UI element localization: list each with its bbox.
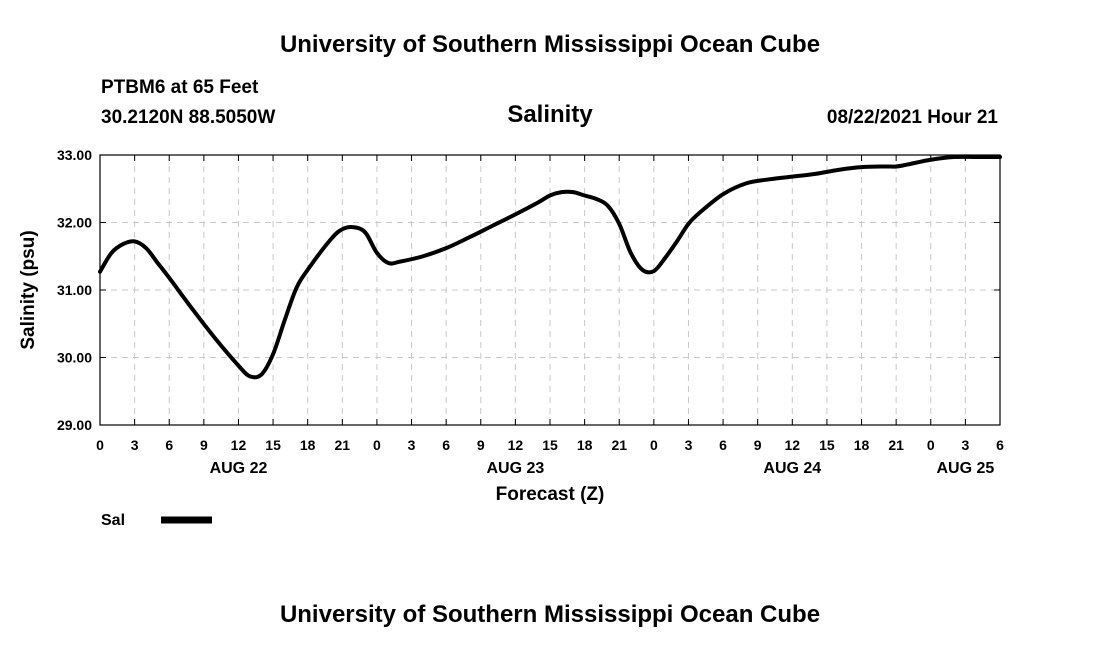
axis-ticks [99,154,1001,426]
forecast-datetime: 08/22/2021 Hour 21 [826,107,998,128]
x-tick-label: 21 [335,437,351,453]
x-tick-label: 21 [611,437,627,453]
chart-grid [100,155,1000,425]
x-tick-label: 15 [542,437,558,453]
x-tick-label: 15 [265,437,281,453]
y-tick-label: 33.00 [57,147,92,163]
y-tick-label: 30.00 [57,350,92,366]
x-tick-label: 3 [685,437,693,453]
x-tick-label: 6 [996,437,1004,453]
day-label: AUG 24 [763,460,821,477]
x-tick-label: 6 [719,437,727,453]
chart-title: Salinity [507,101,593,128]
x-tick-label: 3 [961,437,969,453]
x-tick-label: 3 [408,437,416,453]
legend-label: Sal [101,512,125,529]
day-label: AUG 23 [486,460,544,477]
x-tick-label: 18 [577,437,593,453]
x-tick-label: 12 [508,437,524,453]
x-tick-label: 9 [200,437,208,453]
day-label: AUG 22 [210,460,268,477]
x-tick-labels: 0 3 6 9 12 15 18 21 0 3 6 9 12 15 18 21 0 3 6 9 12 15 18 21 0 3 6 [96,437,1004,453]
x-tick-label: 0 [650,437,658,453]
station-label: PTBM6 at 65 Feet [101,77,259,98]
footer-title: University of Southern Mississippi Ocean… [279,601,821,628]
x-tick-label: 15 [819,437,835,453]
x-tick-label: 12 [231,437,247,453]
x-tick-label: 18 [300,437,316,453]
x-tick-label: 0 [373,437,381,453]
y-axis-label: Salinity (psu) [18,230,39,349]
x-tick-label: 3 [131,437,139,453]
x-tick-label: 0 [96,437,104,453]
y-tick-label: 32.00 [57,215,92,231]
y-tick-label: 29.00 [57,417,92,433]
y-tick-labels: 29.00 30.00 31.00 32.00 33.00 [57,147,92,433]
x-axis-label: Forecast (Z) [496,484,605,505]
x-tick-label: 9 [754,437,762,453]
x-tick-label: 6 [442,437,450,453]
x-tick-label: 0 [927,437,935,453]
x-tick-label: 6 [165,437,173,453]
station-coordinates: 30.2120N 88.5050W [101,107,276,128]
salinity-series-line [98,154,1002,380]
day-labels: AUG 22 AUG 23 AUG 24 AUG 25 [210,460,995,477]
page-title: University of Southern Mississippi Ocean… [279,31,821,58]
x-tick-label: 21 [888,437,904,453]
salinity-chart: 29.00 30.00 31.00 32.00 33.00 0 3 6 9 12 15 18 21 0 3… [18,147,1004,529]
day-label: AUG 25 [936,460,994,477]
x-tick-label: 12 [785,437,801,453]
x-tick-label: 9 [477,437,485,453]
y-tick-label: 31.00 [57,282,92,298]
x-tick-label: 18 [854,437,870,453]
